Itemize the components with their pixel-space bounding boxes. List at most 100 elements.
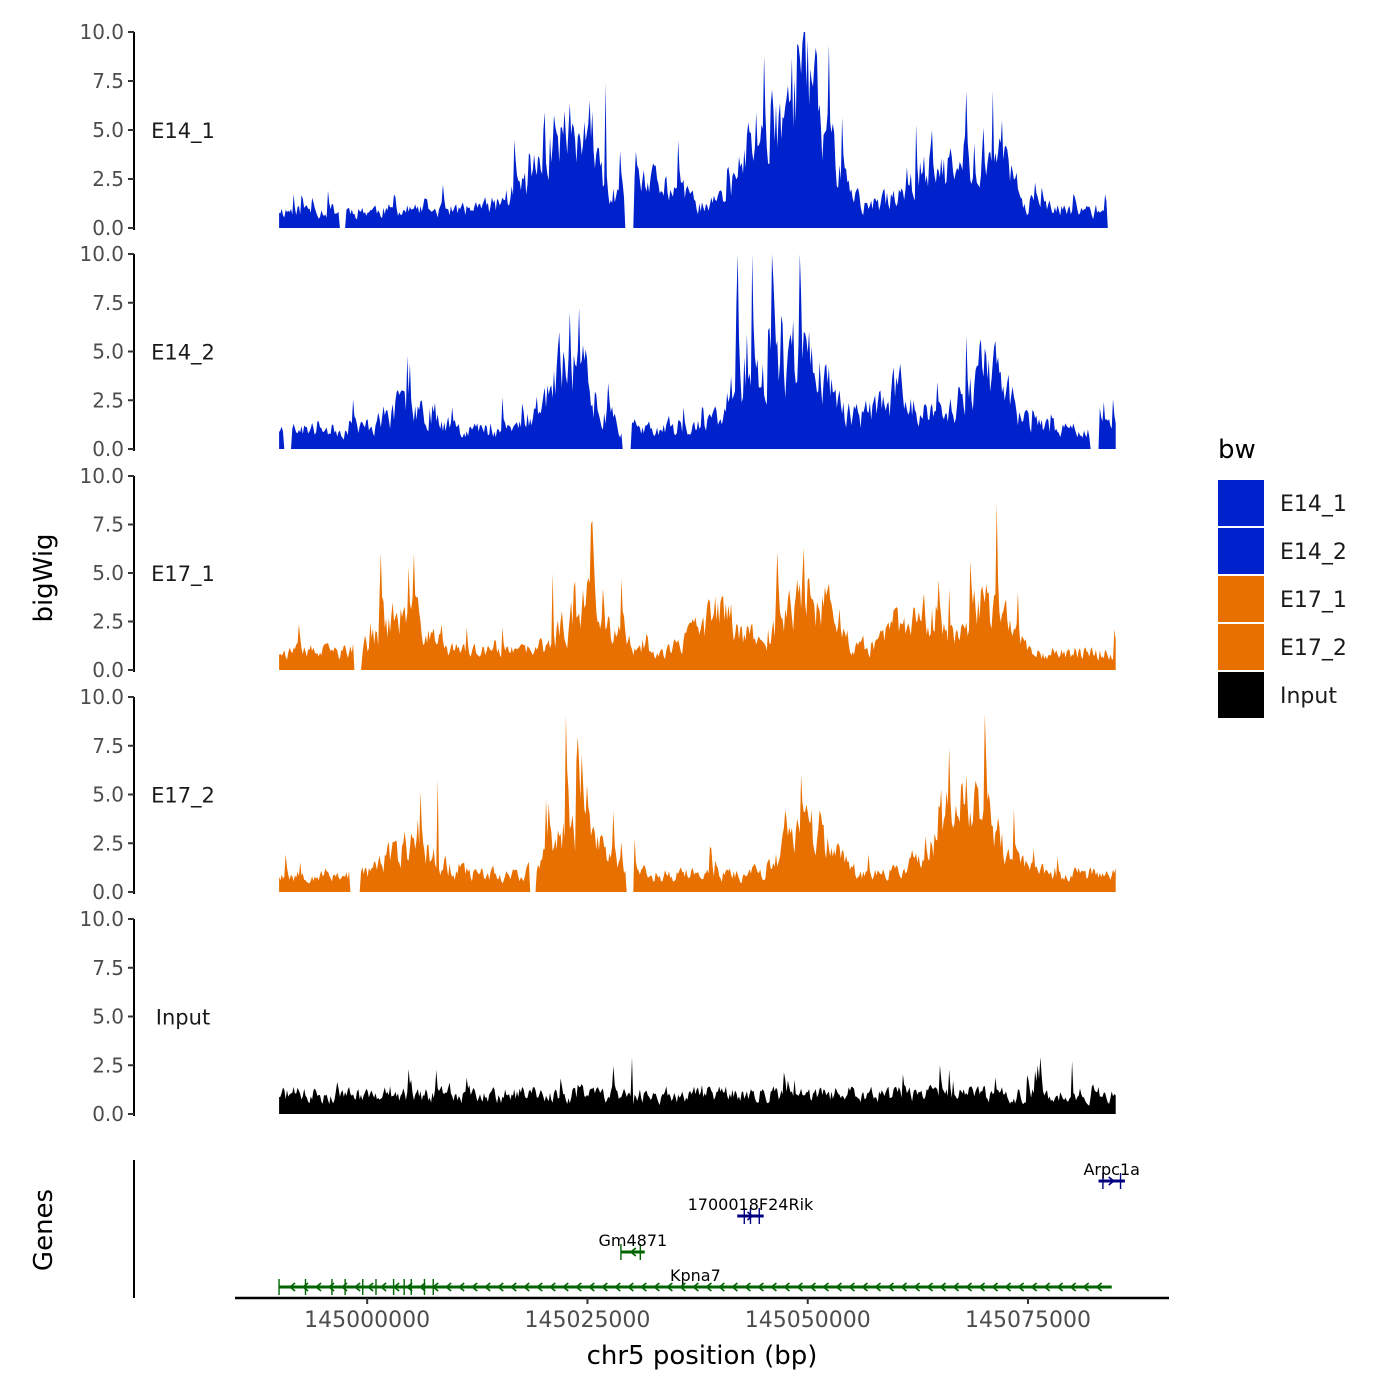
y-tick-label: 10.0 bbox=[79, 242, 124, 266]
strand-arrow bbox=[913, 1282, 921, 1292]
y-tick-label: 2.5 bbox=[92, 1053, 124, 1077]
strand-arrow bbox=[653, 1282, 660, 1292]
y-tick-label: 7.5 bbox=[92, 291, 124, 315]
signal-area bbox=[279, 503, 1116, 670]
track-label: E17_1 bbox=[151, 562, 215, 587]
strand-arrow bbox=[965, 1282, 973, 1292]
gene-arpc1a: Arpc1a bbox=[1083, 1160, 1140, 1189]
track-label: E14_2 bbox=[151, 341, 215, 366]
strand-arrow bbox=[562, 1282, 569, 1292]
strand-arrow bbox=[978, 1282, 986, 1292]
strand-arrow bbox=[496, 1282, 504, 1292]
gene-label: Arpc1a bbox=[1083, 1160, 1139, 1179]
strand-arrow bbox=[470, 1282, 478, 1292]
strand-arrow bbox=[1043, 1282, 1051, 1292]
strand-arrow bbox=[861, 1282, 869, 1292]
legend-swatch bbox=[1218, 528, 1264, 574]
strand-arrow bbox=[314, 1282, 322, 1292]
x-tick-label: 145075000 bbox=[965, 1308, 1091, 1333]
y-tick-label: 5.0 bbox=[92, 561, 124, 585]
strand-arrow bbox=[874, 1282, 882, 1292]
y-tick-label: 0.0 bbox=[92, 437, 124, 461]
x-tick-label: 145025000 bbox=[524, 1308, 650, 1333]
gene-kpna7: Kpna7 bbox=[278, 1266, 1112, 1295]
strand-arrow bbox=[405, 1282, 413, 1292]
strand-arrow bbox=[666, 1282, 673, 1292]
strand-arrow bbox=[1017, 1282, 1025, 1292]
y-tick-label: 10.0 bbox=[79, 464, 124, 488]
strand-arrow bbox=[353, 1282, 361, 1292]
strand-arrow bbox=[848, 1282, 856, 1292]
track-e14-2: 0.0 2.5 5.0 7.5 10.0 E14_2 bbox=[79, 242, 1116, 461]
legend-swatch bbox=[1218, 480, 1264, 526]
strand-arrow bbox=[575, 1282, 582, 1292]
strand-arrow bbox=[627, 1282, 634, 1292]
strand-arrow bbox=[444, 1282, 452, 1292]
strand-arrow bbox=[1030, 1282, 1038, 1292]
strand-arrow bbox=[746, 1211, 754, 1221]
strand-arrow bbox=[418, 1282, 426, 1292]
legend: bw E14_1 E14_2 E17_1 E17_2 Input bbox=[1218, 435, 1347, 718]
gene-label: Gm4871 bbox=[598, 1231, 667, 1250]
y-tick-label: 10.0 bbox=[79, 685, 124, 709]
strand-arrow bbox=[509, 1282, 517, 1292]
strand-arrow bbox=[301, 1282, 309, 1292]
track-label: Input bbox=[156, 1006, 210, 1030]
signal-area bbox=[279, 713, 1116, 892]
strand-arrow bbox=[640, 1282, 647, 1292]
strand-arrow bbox=[1108, 1176, 1116, 1186]
strand-arrow bbox=[926, 1282, 934, 1292]
strand-arrow bbox=[718, 1282, 725, 1292]
strand-arrow bbox=[952, 1282, 960, 1292]
signal-area bbox=[279, 32, 1116, 228]
y-tick-label: 2.5 bbox=[92, 831, 124, 855]
y-tick-label: 5.0 bbox=[92, 118, 124, 142]
legend-label: E14_1 bbox=[1280, 492, 1347, 517]
legend-label: E17_1 bbox=[1280, 588, 1347, 613]
strand-arrow bbox=[535, 1282, 543, 1292]
strand-arrow bbox=[796, 1282, 803, 1292]
x-axis: 145000000 145025000 145050000 145075000 bbox=[235, 1296, 1169, 1333]
y-tick-label: 2.5 bbox=[92, 388, 124, 412]
strand-arrow bbox=[614, 1282, 621, 1292]
strand-arrow bbox=[1056, 1282, 1064, 1292]
strand-arrow bbox=[887, 1282, 895, 1292]
track-e17-1: 0.0 2.5 5.0 7.5 10.0 E17_1 bbox=[79, 464, 1116, 682]
strand-arrow bbox=[900, 1282, 908, 1292]
signal-area bbox=[279, 254, 1116, 449]
strand-arrow bbox=[770, 1282, 777, 1292]
y-tick-label: 10.0 bbox=[79, 20, 124, 44]
track-label: E14_1 bbox=[151, 119, 215, 144]
x-axis-title: chr5 position (bp) bbox=[587, 1341, 818, 1371]
strand-arrow bbox=[1004, 1282, 1012, 1292]
strand-arrow bbox=[379, 1282, 387, 1292]
legend-swatch bbox=[1218, 576, 1264, 622]
strand-arrow bbox=[744, 1282, 751, 1292]
strand-arrow bbox=[809, 1282, 816, 1292]
strand-arrow bbox=[679, 1282, 686, 1292]
track-e14-1: 0.0 2.5 5.0 7.5 10.0 E14_1 bbox=[79, 20, 1116, 240]
y-tick-label: 0.0 bbox=[92, 216, 124, 240]
strand-arrow bbox=[692, 1282, 699, 1292]
track-e17-2: 0.0 2.5 5.0 7.5 10.0 E17_2 bbox=[79, 685, 1116, 904]
y-tick-label: 0.0 bbox=[92, 658, 124, 682]
y-tick-label: 2.5 bbox=[92, 167, 124, 191]
strand-arrow bbox=[939, 1282, 947, 1292]
strand-arrow bbox=[629, 1247, 637, 1257]
legend-label: E17_2 bbox=[1280, 636, 1347, 661]
y-tick-label: 7.5 bbox=[92, 956, 124, 980]
y-tick-label: 5.0 bbox=[92, 340, 124, 364]
y-tick-label: 2.5 bbox=[92, 610, 124, 634]
track-label: E17_2 bbox=[151, 784, 215, 809]
y-tick-label: 0.0 bbox=[92, 880, 124, 904]
x-tick-label: 145050000 bbox=[745, 1308, 871, 1333]
track-input: 0.0 2.5 5.0 7.5 10.0 Input bbox=[79, 907, 1116, 1126]
gene-label: Kpna7 bbox=[670, 1266, 721, 1285]
strand-arrow bbox=[601, 1282, 608, 1292]
strand-arrow bbox=[757, 1282, 764, 1292]
strand-arrow bbox=[1082, 1282, 1090, 1292]
strand-arrow bbox=[483, 1282, 491, 1292]
strand-arrow bbox=[522, 1282, 530, 1292]
strand-arrow bbox=[822, 1282, 829, 1292]
